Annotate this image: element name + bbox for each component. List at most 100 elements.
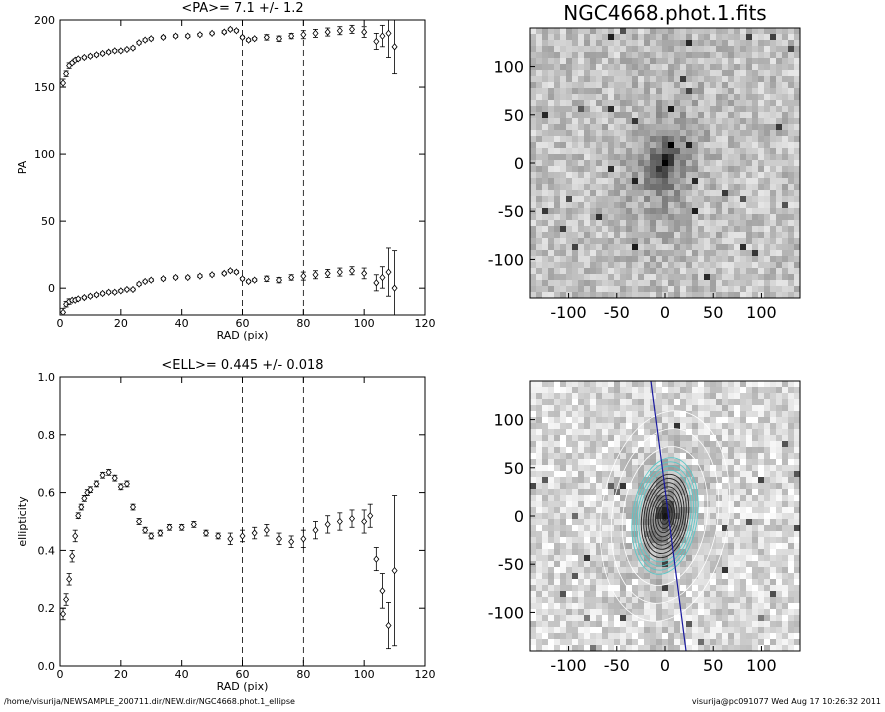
pixel: [782, 196, 788, 202]
pixel: [794, 549, 800, 555]
pixel: [608, 160, 614, 166]
pixel: [740, 579, 746, 585]
pixel: [770, 136, 776, 142]
pixel: [698, 280, 704, 286]
data-point: [373, 37, 380, 46]
pixel: [722, 106, 728, 112]
pixel: [644, 573, 650, 579]
pixel: [740, 411, 746, 417]
pixel: [746, 579, 752, 585]
pixel: [530, 40, 536, 46]
pixel: [674, 148, 680, 154]
pixel: [788, 274, 794, 280]
pixel: [698, 106, 704, 112]
pixel: [632, 226, 638, 232]
pixel: [734, 567, 740, 573]
pixel: [770, 292, 776, 298]
pixel: [710, 393, 716, 399]
pixel: [566, 172, 572, 178]
pixel: [764, 633, 770, 639]
pixel: [584, 495, 590, 501]
pixel: [764, 441, 770, 447]
pixel: [752, 447, 758, 453]
pixel: [662, 52, 668, 58]
pixel: [680, 82, 686, 88]
pixel: [698, 459, 704, 465]
pixel: [638, 393, 644, 399]
pixel: [722, 381, 728, 387]
pixel: [542, 172, 548, 178]
pixel: [566, 202, 572, 208]
pixel: [572, 46, 578, 52]
pixel: [602, 399, 608, 405]
pixel: [674, 112, 680, 118]
pixel: [794, 447, 800, 453]
pixel: [692, 142, 698, 148]
pixel: [650, 399, 656, 405]
pixel: [770, 82, 776, 88]
pixel: [590, 615, 596, 621]
pixel: [566, 52, 572, 58]
pixel: [566, 94, 572, 100]
pixel: [764, 513, 770, 519]
pixel: [620, 160, 626, 166]
pixel: [554, 142, 560, 148]
pixel: [728, 543, 734, 549]
pixel: [644, 118, 650, 124]
pixel: [602, 238, 608, 244]
pixel: [608, 226, 614, 232]
pixel: [572, 393, 578, 399]
pixel: [650, 459, 656, 465]
pixel: [614, 537, 620, 543]
data-point: [69, 552, 76, 560]
pixel: [632, 531, 638, 537]
pixel: [548, 483, 554, 489]
pixel: [566, 525, 572, 531]
pixel: [572, 136, 578, 142]
pixel: [620, 531, 626, 537]
pixel: [584, 447, 590, 453]
pixel: [614, 423, 620, 429]
pixel: [746, 112, 752, 118]
pixel: [788, 621, 794, 627]
pixel: [620, 387, 626, 393]
pixel: [704, 429, 710, 435]
pixel: [794, 244, 800, 250]
pixel: [770, 244, 776, 250]
pixel: [728, 238, 734, 244]
pixel: [626, 112, 632, 118]
pixel: [566, 555, 572, 561]
pixel: [746, 148, 752, 154]
pixel: [728, 244, 734, 250]
pixel: [770, 561, 776, 567]
data-point: [93, 51, 100, 59]
pixel: [542, 244, 548, 250]
pixel: [698, 381, 704, 387]
pixel: [614, 118, 620, 124]
pixel: [692, 537, 698, 543]
pixel: [608, 196, 614, 202]
pixel: [698, 441, 704, 447]
pixel: [686, 142, 692, 148]
pixel: [728, 136, 734, 142]
pixel: [656, 489, 662, 495]
pixel: [638, 513, 644, 519]
pixel: [770, 429, 776, 435]
pixel: [740, 64, 746, 70]
pixel: [578, 112, 584, 118]
pixel: [554, 441, 560, 447]
pixel: [758, 429, 764, 435]
pixel: [650, 160, 656, 166]
pixel: [566, 226, 572, 232]
pixel: [554, 381, 560, 387]
pixel: [782, 537, 788, 543]
pixel: [548, 34, 554, 40]
pixel: [692, 573, 698, 579]
pixel: [542, 507, 548, 513]
pixel: [596, 142, 602, 148]
pixel: [734, 256, 740, 262]
pixel: [764, 58, 770, 64]
pixel: [686, 555, 692, 561]
pixel: [722, 58, 728, 64]
data-point: [81, 53, 88, 62]
